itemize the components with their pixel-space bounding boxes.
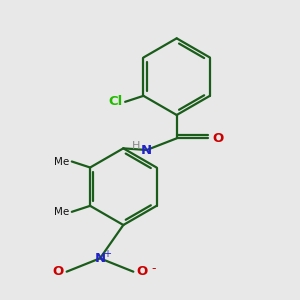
Text: +: + bbox=[103, 249, 111, 259]
Text: Me: Me bbox=[54, 207, 69, 217]
Text: O: O bbox=[212, 132, 224, 145]
Text: Me: Me bbox=[54, 157, 69, 166]
Text: N: N bbox=[94, 252, 106, 265]
Text: O: O bbox=[53, 265, 64, 278]
Text: N: N bbox=[141, 143, 152, 157]
Text: O: O bbox=[136, 265, 147, 278]
Text: -: - bbox=[152, 262, 156, 275]
Text: H: H bbox=[132, 141, 140, 151]
Text: Cl: Cl bbox=[108, 95, 122, 108]
